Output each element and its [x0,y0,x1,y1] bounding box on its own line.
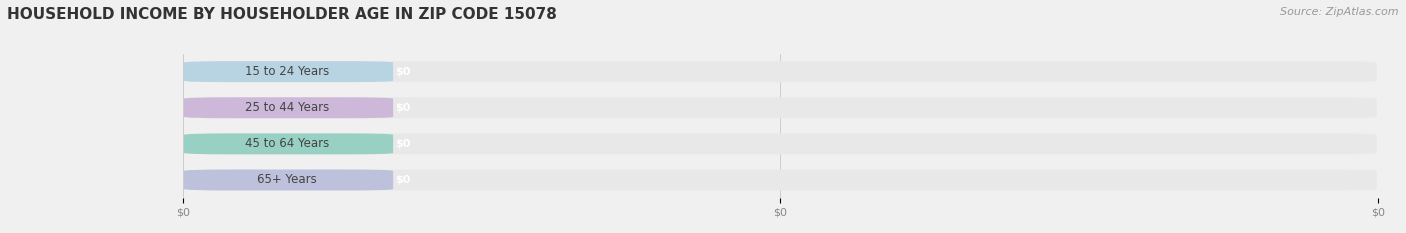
Text: 45 to 64 Years: 45 to 64 Years [245,137,329,150]
Text: $0: $0 [395,103,411,113]
FancyBboxPatch shape [184,61,394,82]
Text: $0: $0 [395,67,411,77]
FancyBboxPatch shape [184,170,1376,190]
Text: $0: $0 [395,175,411,185]
Text: Source: ZipAtlas.com: Source: ZipAtlas.com [1281,7,1399,17]
Text: 15 to 24 Years: 15 to 24 Years [245,65,329,78]
FancyBboxPatch shape [184,97,394,118]
FancyBboxPatch shape [184,134,1376,154]
FancyBboxPatch shape [184,134,394,154]
Text: HOUSEHOLD INCOME BY HOUSEHOLDER AGE IN ZIP CODE 15078: HOUSEHOLD INCOME BY HOUSEHOLDER AGE IN Z… [7,7,557,22]
FancyBboxPatch shape [184,97,1376,118]
Text: 65+ Years: 65+ Years [257,174,318,186]
Text: $0: $0 [395,139,411,149]
FancyBboxPatch shape [184,170,394,190]
FancyBboxPatch shape [184,61,1376,82]
Text: 25 to 44 Years: 25 to 44 Years [245,101,329,114]
